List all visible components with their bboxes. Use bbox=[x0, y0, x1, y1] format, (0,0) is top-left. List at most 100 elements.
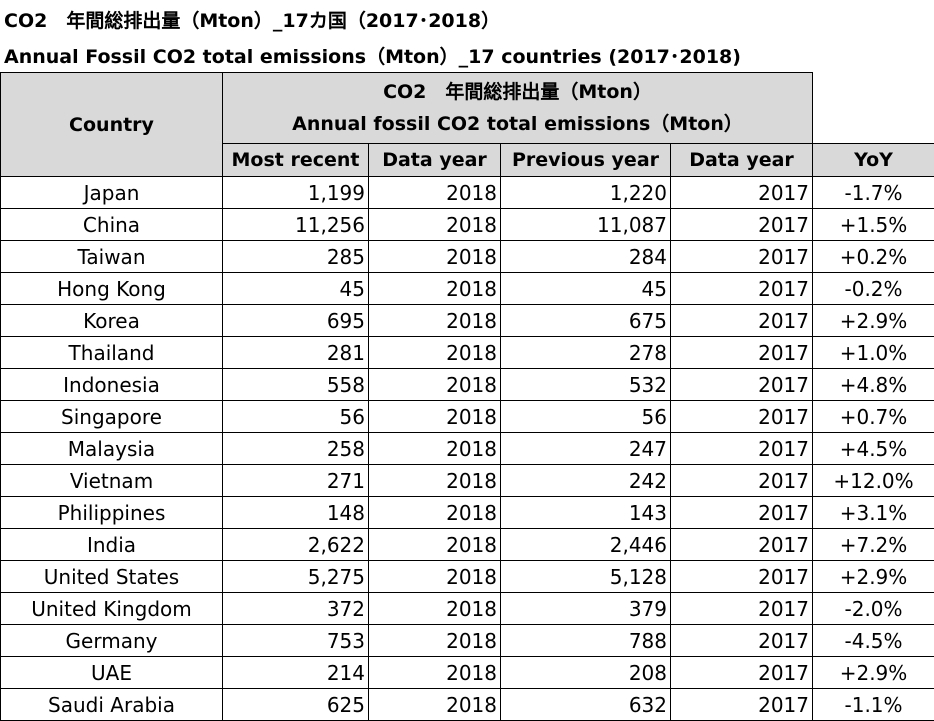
data-year-cell: 2017 bbox=[669, 272, 814, 305]
country-cell: Hong Kong bbox=[0, 272, 223, 305]
most-recent-cell: 558 bbox=[222, 368, 369, 401]
table-row: Saudi Arabia 625 2018 632 2017 -1.1% bbox=[0, 688, 934, 721]
title-english: Annual Fossil CO2 total emissions（Mton）_… bbox=[4, 46, 741, 68]
previous-year-cell: 379 bbox=[500, 592, 671, 625]
table-row: Taiwan 285 2018 284 2017 +0.2% bbox=[0, 240, 934, 273]
table-row: United States 5,275 2018 5,128 2017 +2.9% bbox=[0, 560, 934, 593]
data-year-cell: 2018 bbox=[368, 560, 501, 593]
yoy-cell: +2.9% bbox=[812, 656, 934, 689]
data-year-cell: 2017 bbox=[669, 432, 814, 465]
most-recent-cell: 372 bbox=[222, 592, 369, 625]
country-cell: Vietnam bbox=[0, 464, 223, 497]
data-year-cell: 2018 bbox=[368, 592, 501, 625]
country-cell: Japan bbox=[0, 176, 223, 209]
most-recent-cell: 214 bbox=[222, 656, 369, 689]
header-group-en: Annual fossil CO2 total emissions（Mton） bbox=[292, 113, 743, 135]
data-year-cell: 2018 bbox=[368, 464, 501, 497]
previous-year-cell: 1,220 bbox=[500, 176, 671, 209]
country-cell: Singapore bbox=[0, 400, 223, 433]
country-cell: China bbox=[0, 208, 223, 241]
yoy-cell: +0.2% bbox=[812, 240, 934, 273]
most-recent-cell: 625 bbox=[222, 688, 369, 721]
most-recent-cell: 281 bbox=[222, 336, 369, 369]
most-recent-cell: 11,256 bbox=[222, 208, 369, 241]
yoy-cell: +7.2% bbox=[812, 528, 934, 561]
country-cell: Thailand bbox=[0, 336, 223, 369]
header-previous-year: Previous year bbox=[500, 143, 671, 177]
data-year-cell: 2018 bbox=[368, 624, 501, 657]
data-year-cell: 2018 bbox=[368, 400, 501, 433]
country-cell: United States bbox=[0, 560, 223, 593]
data-year-cell: 2018 bbox=[368, 304, 501, 337]
header-group: CO2 年間総排出量（Mton） Annual fossil CO2 total… bbox=[221, 72, 814, 144]
data-year-cell: 2018 bbox=[368, 208, 501, 241]
data-year-cell: 2017 bbox=[669, 624, 814, 657]
data-year-cell: 2018 bbox=[368, 432, 501, 465]
table-row: Singapore 56 2018 56 2017 +0.7% bbox=[0, 400, 934, 433]
country-cell: India bbox=[0, 528, 223, 561]
previous-year-cell: 208 bbox=[500, 656, 671, 689]
previous-year-cell: 632 bbox=[500, 688, 671, 721]
country-cell: Germany bbox=[0, 624, 223, 657]
yoy-cell: -2.0% bbox=[812, 592, 934, 625]
data-year-cell: 2018 bbox=[368, 496, 501, 529]
yoy-cell: +1.5% bbox=[812, 208, 934, 241]
yoy-cell: -1.1% bbox=[812, 688, 934, 721]
previous-year-cell: 56 bbox=[500, 400, 671, 433]
yoy-cell: +12.0% bbox=[812, 464, 934, 497]
yoy-cell: +1.0% bbox=[812, 336, 934, 369]
table-row: United Kingdom 372 2018 379 2017 -2.0% bbox=[0, 592, 934, 625]
header-country: Country bbox=[0, 72, 223, 177]
data-year-cell: 2017 bbox=[669, 656, 814, 689]
previous-year-cell: 788 bbox=[500, 624, 671, 657]
table-row: UAE 214 2018 208 2017 +2.9% bbox=[0, 656, 934, 689]
yoy-cell: +3.1% bbox=[812, 496, 934, 529]
table-row: Indonesia 558 2018 532 2017 +4.8% bbox=[0, 368, 934, 401]
yoy-cell: -4.5% bbox=[812, 624, 934, 657]
data-year-cell: 2017 bbox=[669, 240, 814, 273]
previous-year-cell: 2,446 bbox=[500, 528, 671, 561]
most-recent-cell: 56 bbox=[222, 400, 369, 433]
data-year-cell: 2017 bbox=[669, 592, 814, 625]
data-year-cell: 2017 bbox=[669, 368, 814, 401]
data-year-cell: 2018 bbox=[368, 272, 501, 305]
data-year-cell: 2017 bbox=[669, 400, 814, 433]
most-recent-cell: 258 bbox=[222, 432, 369, 465]
previous-year-cell: 675 bbox=[500, 304, 671, 337]
previous-year-cell: 278 bbox=[500, 336, 671, 369]
header-data-year-1: Data year bbox=[368, 143, 501, 177]
yoy-cell: +2.9% bbox=[812, 304, 934, 337]
data-year-cell: 2017 bbox=[669, 176, 814, 209]
table-row: Malaysia 258 2018 247 2017 +4.5% bbox=[0, 432, 934, 465]
data-year-cell: 2018 bbox=[368, 240, 501, 273]
header-group-jp: CO2 年間総排出量（Mton） bbox=[383, 81, 652, 103]
data-year-cell: 2017 bbox=[669, 528, 814, 561]
table-row: Germany 753 2018 788 2017 -4.5% bbox=[0, 624, 934, 657]
previous-year-cell: 242 bbox=[500, 464, 671, 497]
table-row: Thailand 281 2018 278 2017 +1.0% bbox=[0, 336, 934, 369]
header-blank bbox=[812, 72, 934, 144]
header-data-year-2: Data year bbox=[669, 143, 814, 177]
previous-year-cell: 284 bbox=[500, 240, 671, 273]
emissions-table: Country CO2 年間総排出量（Mton） Annual fossil C… bbox=[0, 72, 934, 721]
most-recent-cell: 45 bbox=[222, 272, 369, 305]
previous-year-cell: 11,087 bbox=[500, 208, 671, 241]
yoy-cell: +4.5% bbox=[812, 432, 934, 465]
header-yoy: YoY bbox=[812, 143, 934, 177]
data-year-cell: 2018 bbox=[368, 688, 501, 721]
most-recent-cell: 148 bbox=[222, 496, 369, 529]
data-year-cell: 2017 bbox=[669, 304, 814, 337]
country-cell: Korea bbox=[0, 304, 223, 337]
most-recent-cell: 695 bbox=[222, 304, 369, 337]
data-year-cell: 2017 bbox=[669, 208, 814, 241]
previous-year-cell: 247 bbox=[500, 432, 671, 465]
most-recent-cell: 753 bbox=[222, 624, 369, 657]
data-year-cell: 2018 bbox=[368, 176, 501, 209]
yoy-cell: -0.2% bbox=[812, 272, 934, 305]
table-row: Hong Kong 45 2018 45 2017 -0.2% bbox=[0, 272, 934, 305]
previous-year-cell: 532 bbox=[500, 368, 671, 401]
most-recent-cell: 285 bbox=[222, 240, 369, 273]
table-row: Korea 695 2018 675 2017 +2.9% bbox=[0, 304, 934, 337]
data-year-cell: 2017 bbox=[669, 560, 814, 593]
table-row: Japan 1,199 2018 1,220 2017 -1.7% bbox=[0, 176, 934, 209]
